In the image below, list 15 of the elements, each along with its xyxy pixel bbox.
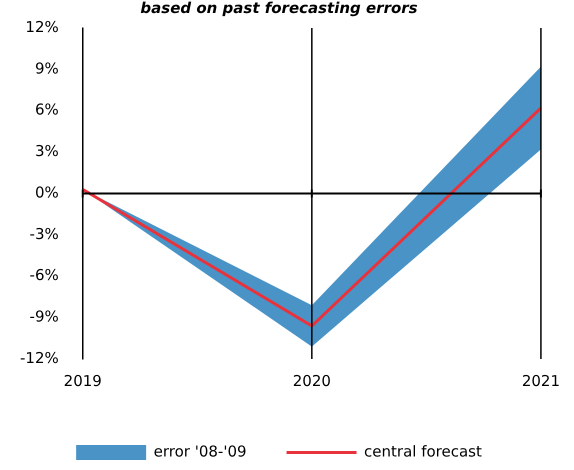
legend-label: central forecast [364,442,482,460]
y-tick-label: -3% [30,224,59,243]
y-tick-label: 0% [34,183,59,202]
y-tick-label: 12% [25,18,59,36]
y-tick-label: -9% [30,308,59,326]
x-tick-label: 2020 [292,372,331,390]
x-tick-label: 2019 [64,372,102,390]
x-tick-label: 2021 [522,372,560,390]
y-tick-label: 3% [34,142,59,160]
legend-label: error '08-'09 [154,442,247,460]
y-tick-label: -6% [30,266,59,284]
y-tick-label: -12% [20,348,59,367]
y-tick-label: 6% [34,100,59,119]
y-tick-label: 9% [34,59,59,78]
chart-title: based on past forecasting errors [140,0,418,17]
